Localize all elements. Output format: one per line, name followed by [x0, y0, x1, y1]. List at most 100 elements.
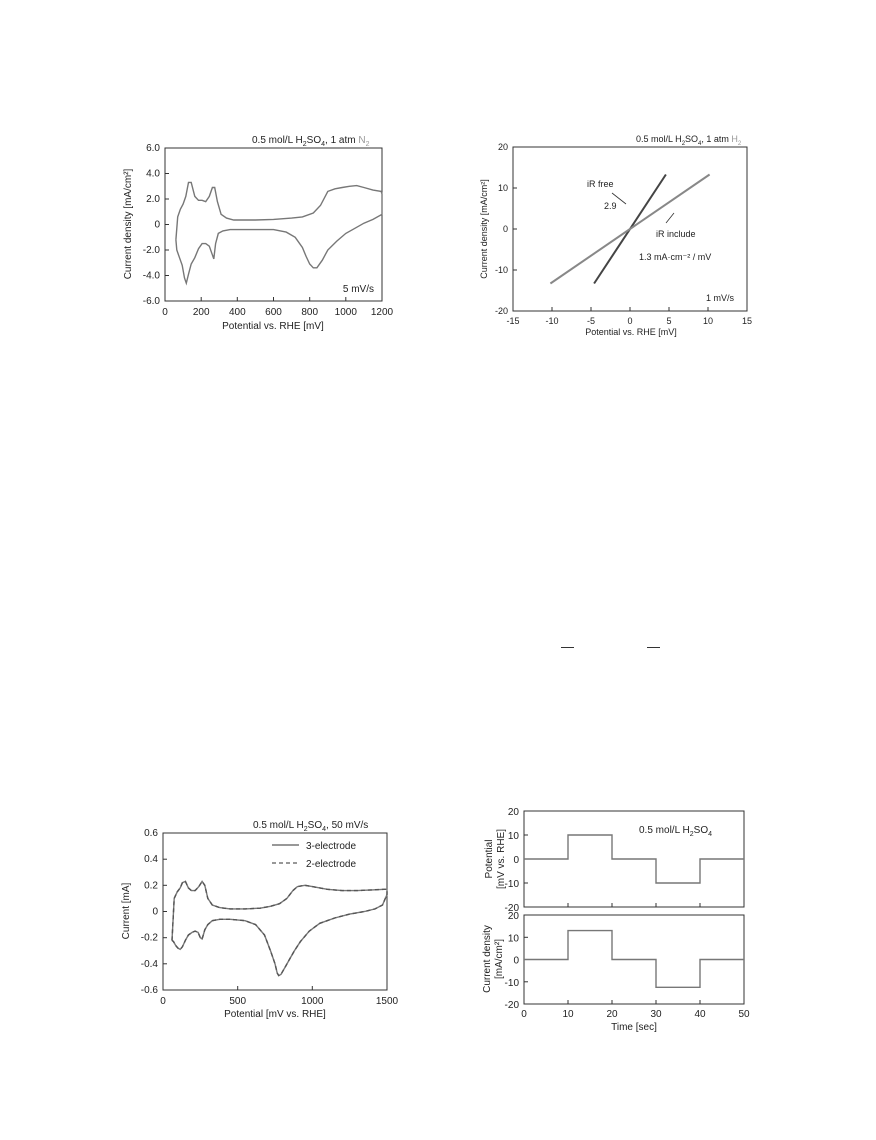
- tick-label: -10: [505, 978, 520, 989]
- tick-label: 1000: [301, 996, 324, 1007]
- tick-label: 10: [508, 831, 520, 842]
- cv-electrode-x-ticks: 0 500 1000 1500: [160, 986, 399, 1007]
- cv-n2-y-ticks: 6.0 4.0 2.0 0 -2.0 -4.0 -6.0: [143, 143, 169, 307]
- tick-label: 20: [498, 142, 508, 152]
- potential-ylabel: Potential: [484, 840, 495, 879]
- cv-n2-scan-rate: 5 mV/s: [343, 284, 374, 295]
- current-x-ticks: 0 10 20 30 40 50: [521, 1000, 750, 1020]
- tick-label: 5: [666, 316, 671, 326]
- tick-label: 1500: [376, 996, 399, 1007]
- current-step-trace: [524, 929, 744, 988]
- current-step-chart: 20 10 0 -10 -20 0 10 20 30 40 50 Time [s…: [482, 911, 750, 1033]
- tick-label: 20: [508, 807, 520, 818]
- tick-label: 0: [160, 996, 166, 1007]
- tick-label: 10: [703, 316, 713, 326]
- tick-label: -0.6: [141, 985, 159, 996]
- polarization-scan-rate: 1 mV/s: [706, 293, 735, 303]
- cv-n2-chart: 0.5 mol/L H2SO4, 1 atm N2 6.0 4.0 2.0 0 …: [123, 135, 394, 332]
- cv-n2-curve: [175, 181, 383, 286]
- tick-label: 6.0: [146, 143, 160, 154]
- ir-free-pointer: [611, 192, 627, 205]
- tick-label: 0: [162, 307, 168, 318]
- potential-x-ticks: [567, 903, 701, 907]
- tick-label: 10: [562, 1009, 574, 1020]
- tick-label: -2.0: [143, 245, 161, 256]
- tick-label: 0: [154, 220, 160, 231]
- tick-label: 0.6: [144, 828, 158, 839]
- tick-label: 0.2: [144, 880, 158, 891]
- tick-label: 2.0: [146, 194, 160, 205]
- tick-label: 0: [521, 1009, 527, 1020]
- tick-label: 1000: [335, 307, 358, 318]
- tick-label: 0: [513, 956, 519, 967]
- ir-include-label: iR include: [656, 229, 696, 239]
- tick-label: -6.0: [143, 296, 161, 307]
- current-ylabel: Current density: [482, 925, 493, 993]
- tick-label: -15: [506, 316, 519, 326]
- polarization-xlabel: Potential vs. RHE [mV]: [585, 327, 677, 337]
- tick-label: 600: [265, 307, 282, 318]
- tick-label: -4.0: [143, 271, 161, 282]
- cv-3-electrode-curve: [171, 880, 388, 977]
- tick-label: -20: [505, 903, 520, 914]
- overbar-mark: [647, 647, 660, 648]
- cv-n2-plot-frame: [164, 147, 383, 302]
- tick-label: 400: [229, 307, 246, 318]
- tick-label: -10: [545, 316, 558, 326]
- polarization-h2-title: 0.5 mol/L H2SO4, 1 atm H2: [636, 134, 742, 147]
- cv-electrode-xlabel: Potential [mV vs. RHE]: [224, 1009, 326, 1020]
- tick-label: -10: [505, 879, 520, 890]
- polarization-y-ticks: 20 10 0 -10 -20: [495, 142, 517, 316]
- cv-electrode-ylabel: Current [mA]: [121, 882, 132, 939]
- legend-label: 2-electrode: [306, 859, 356, 870]
- tick-label: 0: [503, 224, 508, 234]
- tick-label: 50: [738, 1009, 750, 1020]
- cv-electrode-legend: 3-electrode 2-electrode: [272, 841, 356, 870]
- tick-label: 20: [508, 911, 520, 922]
- tick-label: 800: [301, 307, 318, 318]
- ir-include-slope: 1.3 mA·cm⁻² / mV: [639, 252, 711, 262]
- cv-electrode-y-ticks: 0.6 0.4 0.2 0 -0.2 -0.4 -0.6: [141, 828, 167, 996]
- potential-step-chart: 0.5 mol/L H2SO4 20 10 0 -10 -20 Potentia…: [484, 807, 745, 914]
- current-xlabel: Time [sec]: [611, 1022, 657, 1033]
- tick-label: 0.4: [144, 854, 158, 865]
- polarization-h2-chart: 0.5 mol/L H2SO4, 1 atm H2 20 10 0 -10 -2…: [479, 134, 752, 337]
- tick-label: 200: [193, 307, 210, 318]
- tick-label: 0: [627, 316, 632, 326]
- tick-label: 10: [508, 933, 520, 944]
- tick-label: -20: [505, 1000, 520, 1011]
- tick-label: 30: [650, 1009, 662, 1020]
- potential-step-trace: [524, 834, 744, 884]
- tick-label: 1200: [371, 307, 394, 318]
- ir-free-label: iR free: [587, 179, 614, 189]
- cv-n2-title: 0.5 mol/L H2SO4, 1 atm N2: [252, 135, 370, 148]
- potential-title: 0.5 mol/L H2SO4: [639, 825, 712, 838]
- cv-electrode-chart: 0.5 mol/L H2SO4, 50 mV/s 0.6 0.4 0.2 0 -…: [121, 820, 399, 1020]
- cv-2-electrode-curve: [171, 880, 388, 977]
- cv-n2-x-ticks: 0 200 400 600 800 1000 1200: [162, 297, 394, 318]
- tick-label: 40: [694, 1009, 706, 1020]
- overbar-mark: [561, 647, 574, 648]
- ir-include-pointer: [665, 212, 675, 224]
- tick-label: -5: [587, 316, 595, 326]
- tick-label: 0: [152, 907, 158, 918]
- potential-ylabel: [mV vs. RHE]: [496, 829, 507, 889]
- tick-label: 20: [606, 1009, 618, 1020]
- tick-label: -10: [495, 265, 508, 275]
- legend-label: 3-electrode: [306, 841, 356, 852]
- tick-label: 15: [742, 316, 752, 326]
- tick-label: -0.4: [141, 959, 159, 970]
- current-ylabel: [mA/cm²]: [494, 939, 505, 979]
- polarization-ylabel: Current density [mA/cm²]: [479, 179, 489, 279]
- ir-include-line: [549, 173, 711, 285]
- tick-label: 10: [498, 183, 508, 193]
- ir-free-slope: 2.9: [604, 201, 617, 211]
- polarization-x-ticks: -15 -10 -5 0 5 10 15: [506, 307, 752, 326]
- cv-n2-ylabel: Current density [mA/cm²]: [123, 168, 134, 279]
- tick-label: 4.0: [146, 169, 160, 180]
- cv-electrode-title: 0.5 mol/L H2SO4, 50 mV/s: [253, 820, 368, 833]
- tick-label: -20: [495, 306, 508, 316]
- tick-label: -0.2: [141, 933, 159, 944]
- tick-label: 500: [229, 996, 246, 1007]
- tick-label: 0: [513, 855, 519, 866]
